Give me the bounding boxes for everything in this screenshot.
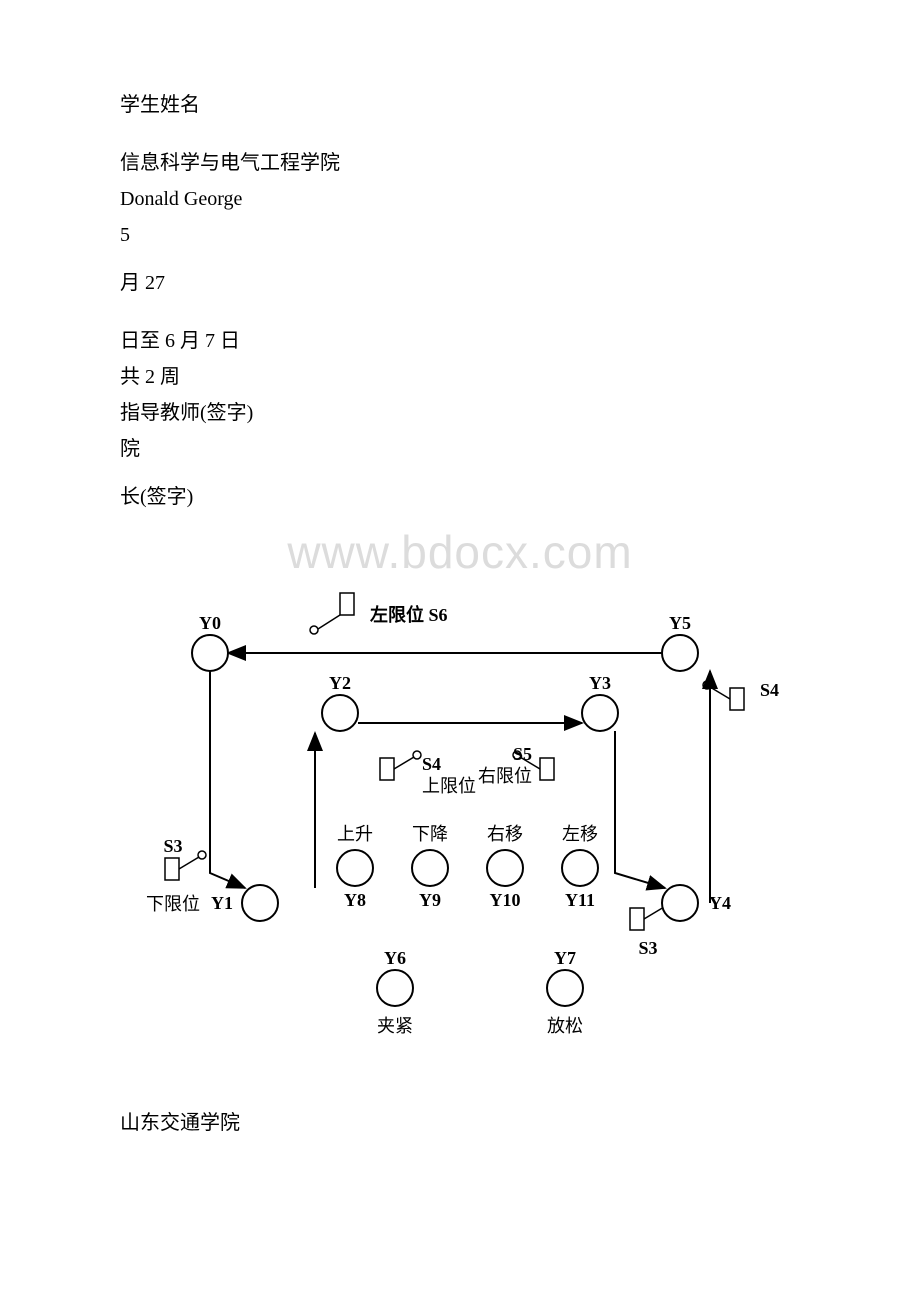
dean-label-1: 院 — [120, 434, 800, 464]
department-name: 信息科学与电气工程学院 — [120, 148, 800, 178]
svg-text:下降: 下降 — [412, 824, 448, 844]
advisor-signature-label: 指导教师(签字) — [120, 398, 800, 428]
month-day: 月 27 — [120, 268, 800, 298]
svg-text:Y2: Y2 — [329, 673, 351, 693]
svg-text:S3: S3 — [163, 836, 182, 856]
svg-text:Y10: Y10 — [490, 890, 521, 910]
svg-text:左移: 左移 — [562, 824, 598, 844]
svg-text:Y7: Y7 — [554, 948, 576, 968]
student-name-label: 学生姓名 — [120, 90, 800, 120]
school-name: 山东交通学院 — [120, 1108, 800, 1138]
svg-text:右移: 右移 — [487, 824, 523, 844]
svg-text:S4: S4 — [422, 754, 441, 774]
diagram-svg: 左限位 S6S4S4上限位S5右限位S3下限位S3 Y0Y5Y2Y3Y1Y4Y8… — [120, 548, 800, 1078]
svg-text:Y3: Y3 — [589, 673, 611, 693]
document-page: 学生姓名 信息科学与电气工程学院 Donald George 5 月 27 日至… — [0, 0, 920, 1226]
duration: 共 2 周 — [120, 362, 800, 392]
teacher-name: Donald George — [120, 184, 800, 214]
svg-text:上升: 上升 — [337, 824, 373, 844]
svg-text:夹紧: 夹紧 — [377, 1016, 413, 1036]
svg-text:上限位: 上限位 — [422, 776, 476, 796]
svg-text:Y0: Y0 — [199, 613, 221, 633]
svg-text:左限位 S6: 左限位 S6 — [370, 604, 448, 625]
mechanism-diagram: www.bdocx.com 左限位 S6S4S4上限位S5右限位S3下限位S3 … — [120, 518, 800, 1078]
date-range: 日至 6 月 7 日 — [120, 326, 800, 356]
svg-text:S4: S4 — [760, 680, 779, 700]
svg-text:Y4: Y4 — [709, 893, 731, 913]
svg-text:Y6: Y6 — [384, 948, 406, 968]
svg-text:下限位: 下限位 — [146, 894, 200, 914]
svg-text:Y8: Y8 — [344, 890, 366, 910]
month-number: 5 — [120, 220, 800, 250]
svg-text:Y1: Y1 — [211, 893, 233, 913]
dean-label-2: 长(签字) — [120, 482, 800, 512]
svg-text:Y5: Y5 — [669, 613, 691, 633]
svg-text:放松: 放松 — [547, 1016, 583, 1036]
svg-text:Y11: Y11 — [565, 890, 595, 910]
svg-text:右限位: 右限位 — [478, 766, 532, 786]
svg-text:S5: S5 — [513, 744, 532, 764]
svg-text:S3: S3 — [638, 938, 657, 958]
svg-text:Y9: Y9 — [419, 890, 441, 910]
